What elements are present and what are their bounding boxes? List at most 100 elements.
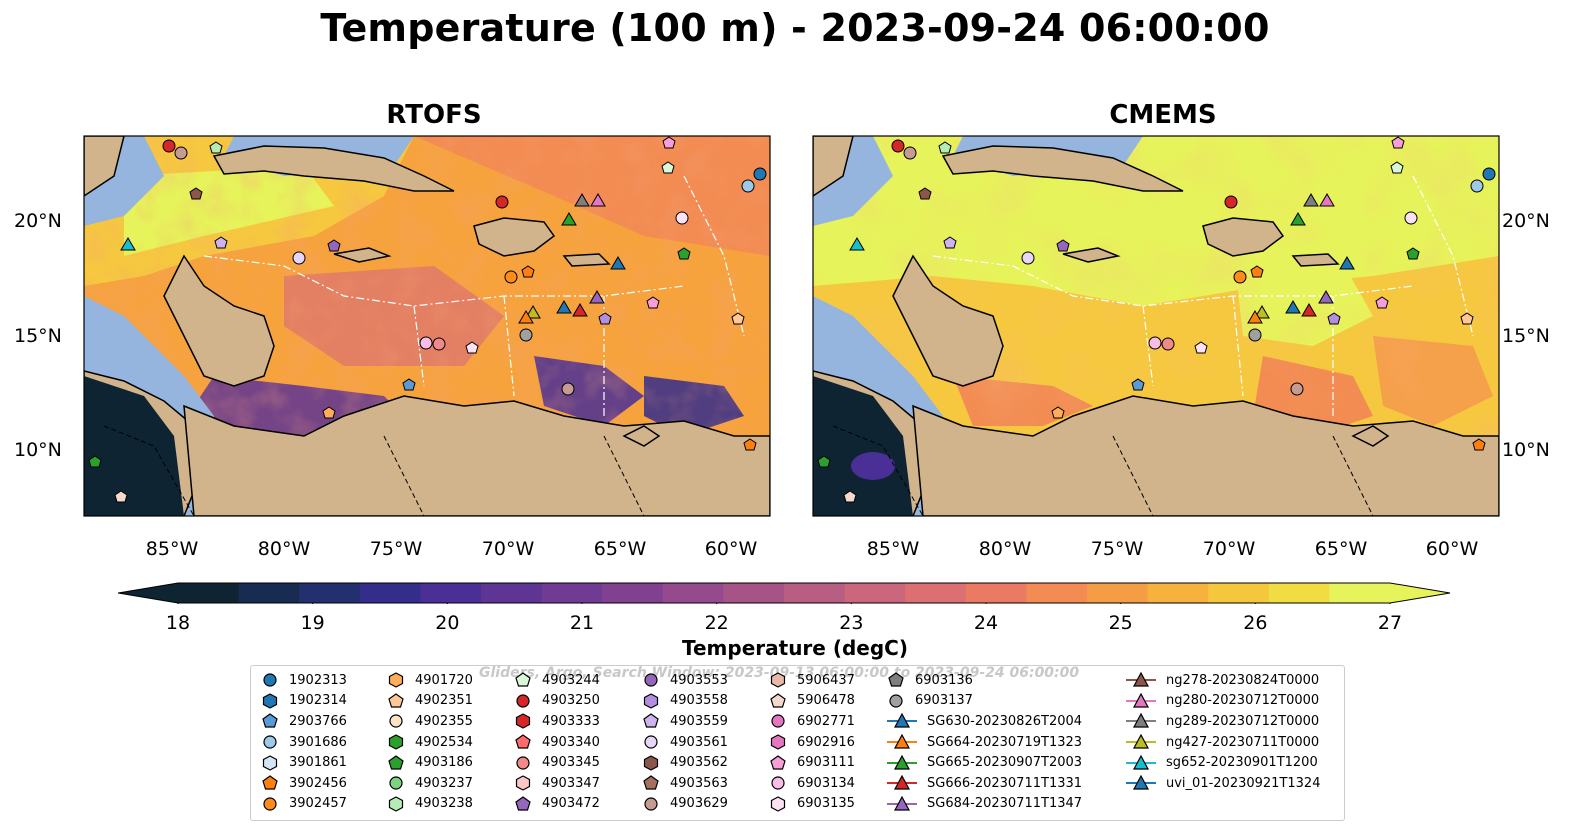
- colorbar-cell: [1329, 583, 1391, 603]
- legend-item: uvi_01-20230921T1324: [1126, 773, 1320, 794]
- float-4903629-b: [1290, 382, 1304, 396]
- colorbar-cell: [420, 583, 482, 603]
- legend-column: 1902313 1902314 2903766 3901686 3901861 39024…: [261, 670, 347, 814]
- legend-item: 2903766: [261, 711, 347, 732]
- legend-label: 4903340: [542, 734, 600, 750]
- float-3902457: [1233, 270, 1247, 284]
- legend-item: ng278-20230824T0000: [1126, 670, 1320, 691]
- legend-label: SG630-20230826T2004: [927, 713, 1083, 729]
- legend-label: 6903137: [915, 693, 973, 709]
- rtofs-map[interactable]: [83, 135, 771, 517]
- legend-item: 6903111: [769, 752, 855, 773]
- legend-item: 4903558: [642, 691, 728, 712]
- lat-label-20n-right: 20°N: [1502, 210, 1550, 232]
- map-frame: [83, 135, 771, 517]
- colorbar-cell: [905, 583, 967, 603]
- legend-item: sg652-20230901T1200: [1126, 752, 1320, 773]
- land-florida-yucatan-nw: [813, 136, 854, 197]
- legend-label: 4902355: [415, 713, 473, 729]
- legend-item: 4903186: [387, 752, 473, 773]
- glider-ng427: [1254, 305, 1270, 319]
- legend-label: 1902313: [289, 672, 347, 688]
- float-4903561: [1021, 251, 1035, 265]
- float-4903559: [943, 236, 957, 249]
- float-5906478: [843, 490, 857, 503]
- land-cuba: [212, 145, 455, 192]
- legend-item: 4902534: [387, 732, 473, 753]
- cmems-markers[interactable]: [817, 136, 1496, 503]
- glider-ng289: [1303, 193, 1319, 207]
- float-6903135-b: [1194, 341, 1208, 354]
- legend-label: 1902314: [289, 693, 347, 709]
- legend-label: ng427-20230711T0000: [1166, 734, 1320, 750]
- glider-SG665: [561, 212, 577, 226]
- lat-label-10n: 10°N: [14, 439, 62, 461]
- circle-marker-icon: [263, 797, 277, 811]
- lon-label-85w-cmems: 85°W: [866, 538, 920, 560]
- circle-marker-icon: [644, 735, 658, 749]
- lon-label-80w-cmems: 80°W: [978, 538, 1032, 560]
- glider-ng280: [590, 193, 606, 207]
- colorbar-tick-label: 25: [1108, 612, 1133, 634]
- pacific-ocean: [813, 376, 913, 516]
- lon-label-80w: 80°W: [257, 538, 311, 560]
- triangle-marker-icon: [1126, 713, 1156, 729]
- legend-item: 5906437: [769, 670, 855, 691]
- float-3902456-b: [1472, 438, 1486, 451]
- circle-marker-icon: [771, 714, 785, 729]
- legend-item: ng280-20230712T0000: [1126, 691, 1320, 712]
- legend-label: 4903237: [415, 775, 473, 791]
- legend-item: 3901686: [261, 732, 347, 753]
- legend-label: 5906437: [797, 672, 855, 688]
- legend-label: 4902534: [415, 734, 473, 750]
- colorbar-cell: [1087, 583, 1149, 603]
- float-6903111-b: [646, 296, 660, 309]
- legend-label: 6902771: [797, 713, 855, 729]
- float-4903244: [1390, 161, 1404, 174]
- pentagon-marker-icon: [515, 672, 531, 687]
- float-6903134: [419, 336, 433, 350]
- float-3902456: [1250, 265, 1264, 278]
- cmems-map[interactable]: [812, 135, 1500, 517]
- lon-label-60w: 60°W: [704, 538, 758, 560]
- triangle-marker-icon: [1126, 734, 1156, 749]
- float-4903250-b: [1224, 195, 1238, 209]
- colorbar-cell: [723, 583, 785, 603]
- legend-label: 4903629: [670, 796, 728, 812]
- pentagon-marker-icon: [515, 734, 531, 749]
- float-5906478: [114, 490, 128, 503]
- legend-item: 6903134: [769, 773, 855, 794]
- glider-uvi01: [610, 256, 626, 270]
- legend-item: SG666-20230711T1331: [887, 773, 1082, 794]
- glider-SG666: [1301, 303, 1317, 317]
- legend-item: 4903562: [642, 752, 728, 773]
- legend-item: 6902771: [769, 711, 855, 732]
- circle-marker-icon: [771, 776, 785, 790]
- lat-label-10n-right: 10°N: [1502, 439, 1550, 461]
- legend-label: 4903561: [670, 734, 728, 750]
- legend-label: SG666-20230711T1331: [927, 775, 1083, 791]
- float-4903629-b: [561, 382, 575, 396]
- circle-marker-icon: [889, 694, 903, 708]
- legend-column: 5906437 5906478 6902771 6902916 6903111 69031…: [769, 670, 855, 814]
- colorbar-cell: [299, 583, 361, 603]
- legend-label: SG665-20230907T2003: [927, 755, 1083, 771]
- colorbar-cell: [784, 583, 846, 603]
- legend-item: 3902456: [261, 773, 347, 794]
- map-frame: [812, 135, 1500, 517]
- hexagon-marker-icon: [770, 796, 786, 812]
- float-4903186: [817, 455, 831, 468]
- legend: Gliders, Argo, Search Window: 2023-09-13…: [250, 665, 1345, 821]
- float-3902456-b: [743, 438, 757, 451]
- hexagon-marker-icon: [643, 754, 659, 771]
- float-6903111: [662, 136, 676, 149]
- float-4903250-b: [495, 195, 509, 209]
- pentagon-marker-icon: [262, 775, 278, 790]
- glider-SG664: [1247, 310, 1263, 324]
- rtofs-markers[interactable]: [88, 136, 767, 503]
- hexagon-marker-icon: [388, 734, 404, 750]
- glider-SG630: [556, 300, 572, 314]
- land-florida-yucatan-nw: [84, 136, 125, 197]
- circle-marker-icon: [389, 714, 403, 729]
- hexagon-marker-icon: [515, 775, 531, 791]
